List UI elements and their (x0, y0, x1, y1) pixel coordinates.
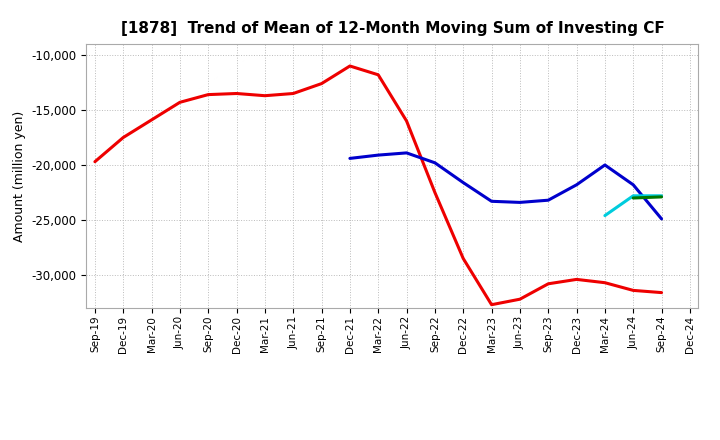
Line: 5 Years: 5 Years (350, 153, 662, 219)
3 Years (459, 256, 467, 261)
Y-axis label: Amount (million yen): Amount (million yen) (13, 110, 26, 242)
5 Years (431, 160, 439, 165)
3 Years (148, 117, 156, 122)
5 Years (346, 156, 354, 161)
3 Years (516, 297, 524, 302)
3 Years (233, 91, 241, 96)
3 Years (119, 135, 127, 140)
5 Years (657, 216, 666, 222)
3 Years (289, 91, 297, 96)
3 Years (204, 92, 212, 97)
3 Years (176, 99, 184, 105)
3 Years (402, 118, 411, 124)
7 Years (629, 193, 637, 198)
5 Years (544, 198, 552, 203)
5 Years (629, 182, 637, 187)
Line: 10 Years: 10 Years (633, 197, 662, 198)
5 Years (600, 162, 609, 168)
3 Years (600, 280, 609, 286)
3 Years (572, 277, 581, 282)
3 Years (374, 72, 382, 77)
3 Years (544, 281, 552, 286)
5 Years (374, 153, 382, 158)
3 Years (487, 302, 496, 308)
7 Years (600, 213, 609, 218)
5 Years (516, 200, 524, 205)
10 Years (629, 195, 637, 201)
7 Years (657, 193, 666, 198)
Line: 3 Years: 3 Years (95, 66, 662, 305)
5 Years (572, 182, 581, 187)
3 Years (657, 290, 666, 295)
3 Years (431, 190, 439, 195)
Line: 7 Years: 7 Years (605, 196, 662, 216)
5 Years (459, 180, 467, 185)
3 Years (261, 93, 269, 99)
3 Years (346, 63, 354, 69)
3 Years (91, 159, 99, 165)
3 Years (318, 81, 326, 86)
3 Years (629, 288, 637, 293)
5 Years (487, 199, 496, 204)
5 Years (402, 150, 411, 156)
Title: [1878]  Trend of Mean of 12-Month Moving Sum of Investing CF: [1878] Trend of Mean of 12-Month Moving … (120, 21, 665, 36)
10 Years (657, 194, 666, 200)
